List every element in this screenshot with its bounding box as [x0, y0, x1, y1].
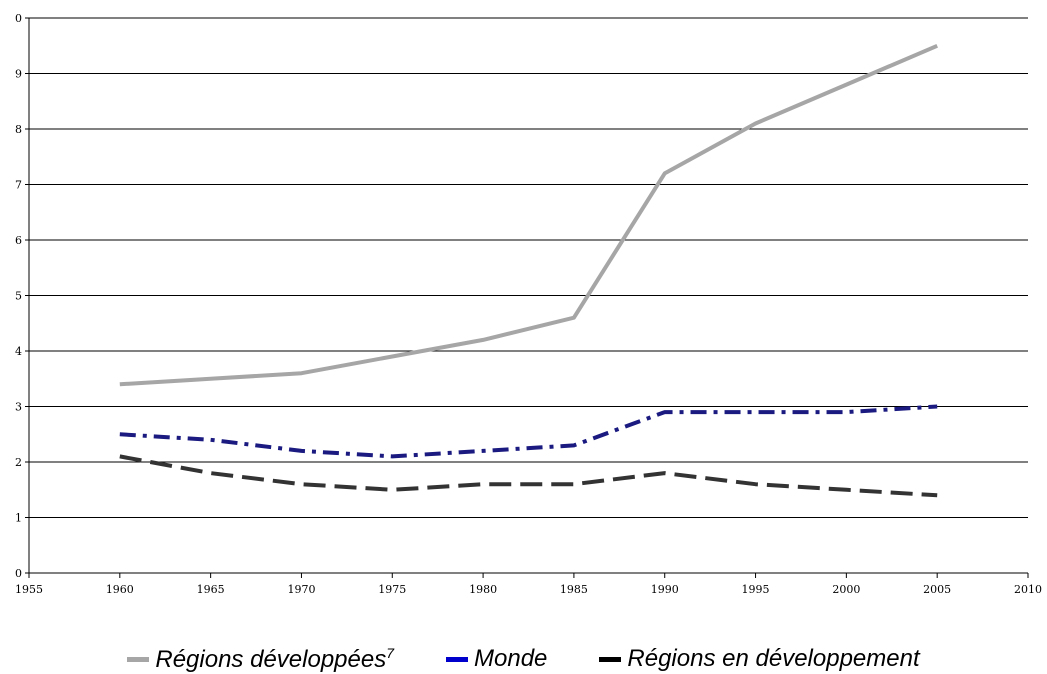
y-tick-label: 3 [15, 401, 22, 414]
legend-item-world: Monde [446, 645, 547, 673]
y-tick-label: 2 [15, 456, 22, 469]
x-tick-label: 1975 [378, 583, 406, 596]
x-tick-label: 1990 [651, 583, 679, 596]
y-axis-ticks: 0 1 2 3 4 5 6 7 8 9 0 [15, 12, 29, 580]
x-tick-label: 1970 [287, 583, 315, 596]
x-tick-label: 1960 [106, 583, 134, 596]
y-tick-label: 4 [15, 345, 22, 358]
legend-swatch-world [446, 656, 469, 662]
y-tick-label: 1 [15, 512, 22, 525]
y-tick-label: 9 [15, 68, 22, 81]
x-tick-label: 1965 [197, 583, 225, 596]
legend: Régions développées7 Monde Régions en dé… [0, 644, 1047, 674]
legend-label-world: Monde [474, 645, 548, 672]
y-tick-label: 0 [15, 567, 22, 580]
y-tick-label: 5 [15, 290, 22, 303]
y-tick-label: 7 [15, 179, 22, 192]
series-line-2 [119, 454, 938, 498]
gridlines [29, 17, 1028, 518]
x-tick-label: 1955 [15, 583, 43, 596]
x-tick-label: 1995 [742, 583, 770, 596]
legend-swatch-developed [127, 656, 150, 662]
series-line-1 [119, 404, 938, 459]
y-tick-label: 0 [15, 12, 22, 25]
x-tick-label: 2000 [832, 583, 860, 596]
x-tick-label: 1985 [560, 583, 588, 596]
y-tick-label: 8 [15, 123, 22, 136]
legend-item-developing: Régions en développement [599, 645, 920, 673]
legend-label-developed: Régions développées7 [155, 644, 395, 673]
x-axis-ticks: 1955 1960 1965 1970 1975 1980 1985 1990 1995 2000… [15, 573, 1042, 596]
x-tick-label: 2010 [1014, 583, 1042, 596]
series-line-0 [119, 43, 938, 387]
legend-swatch-developing [599, 656, 622, 662]
series-lines [119, 43, 938, 498]
x-tick-label: 1980 [469, 583, 497, 596]
y-tick-label: 6 [15, 234, 22, 247]
legend-label-developing: Régions en développement [627, 645, 920, 672]
legend-item-developed: Régions développées7 [127, 645, 394, 674]
x-tick-label: 2005 [923, 583, 951, 596]
